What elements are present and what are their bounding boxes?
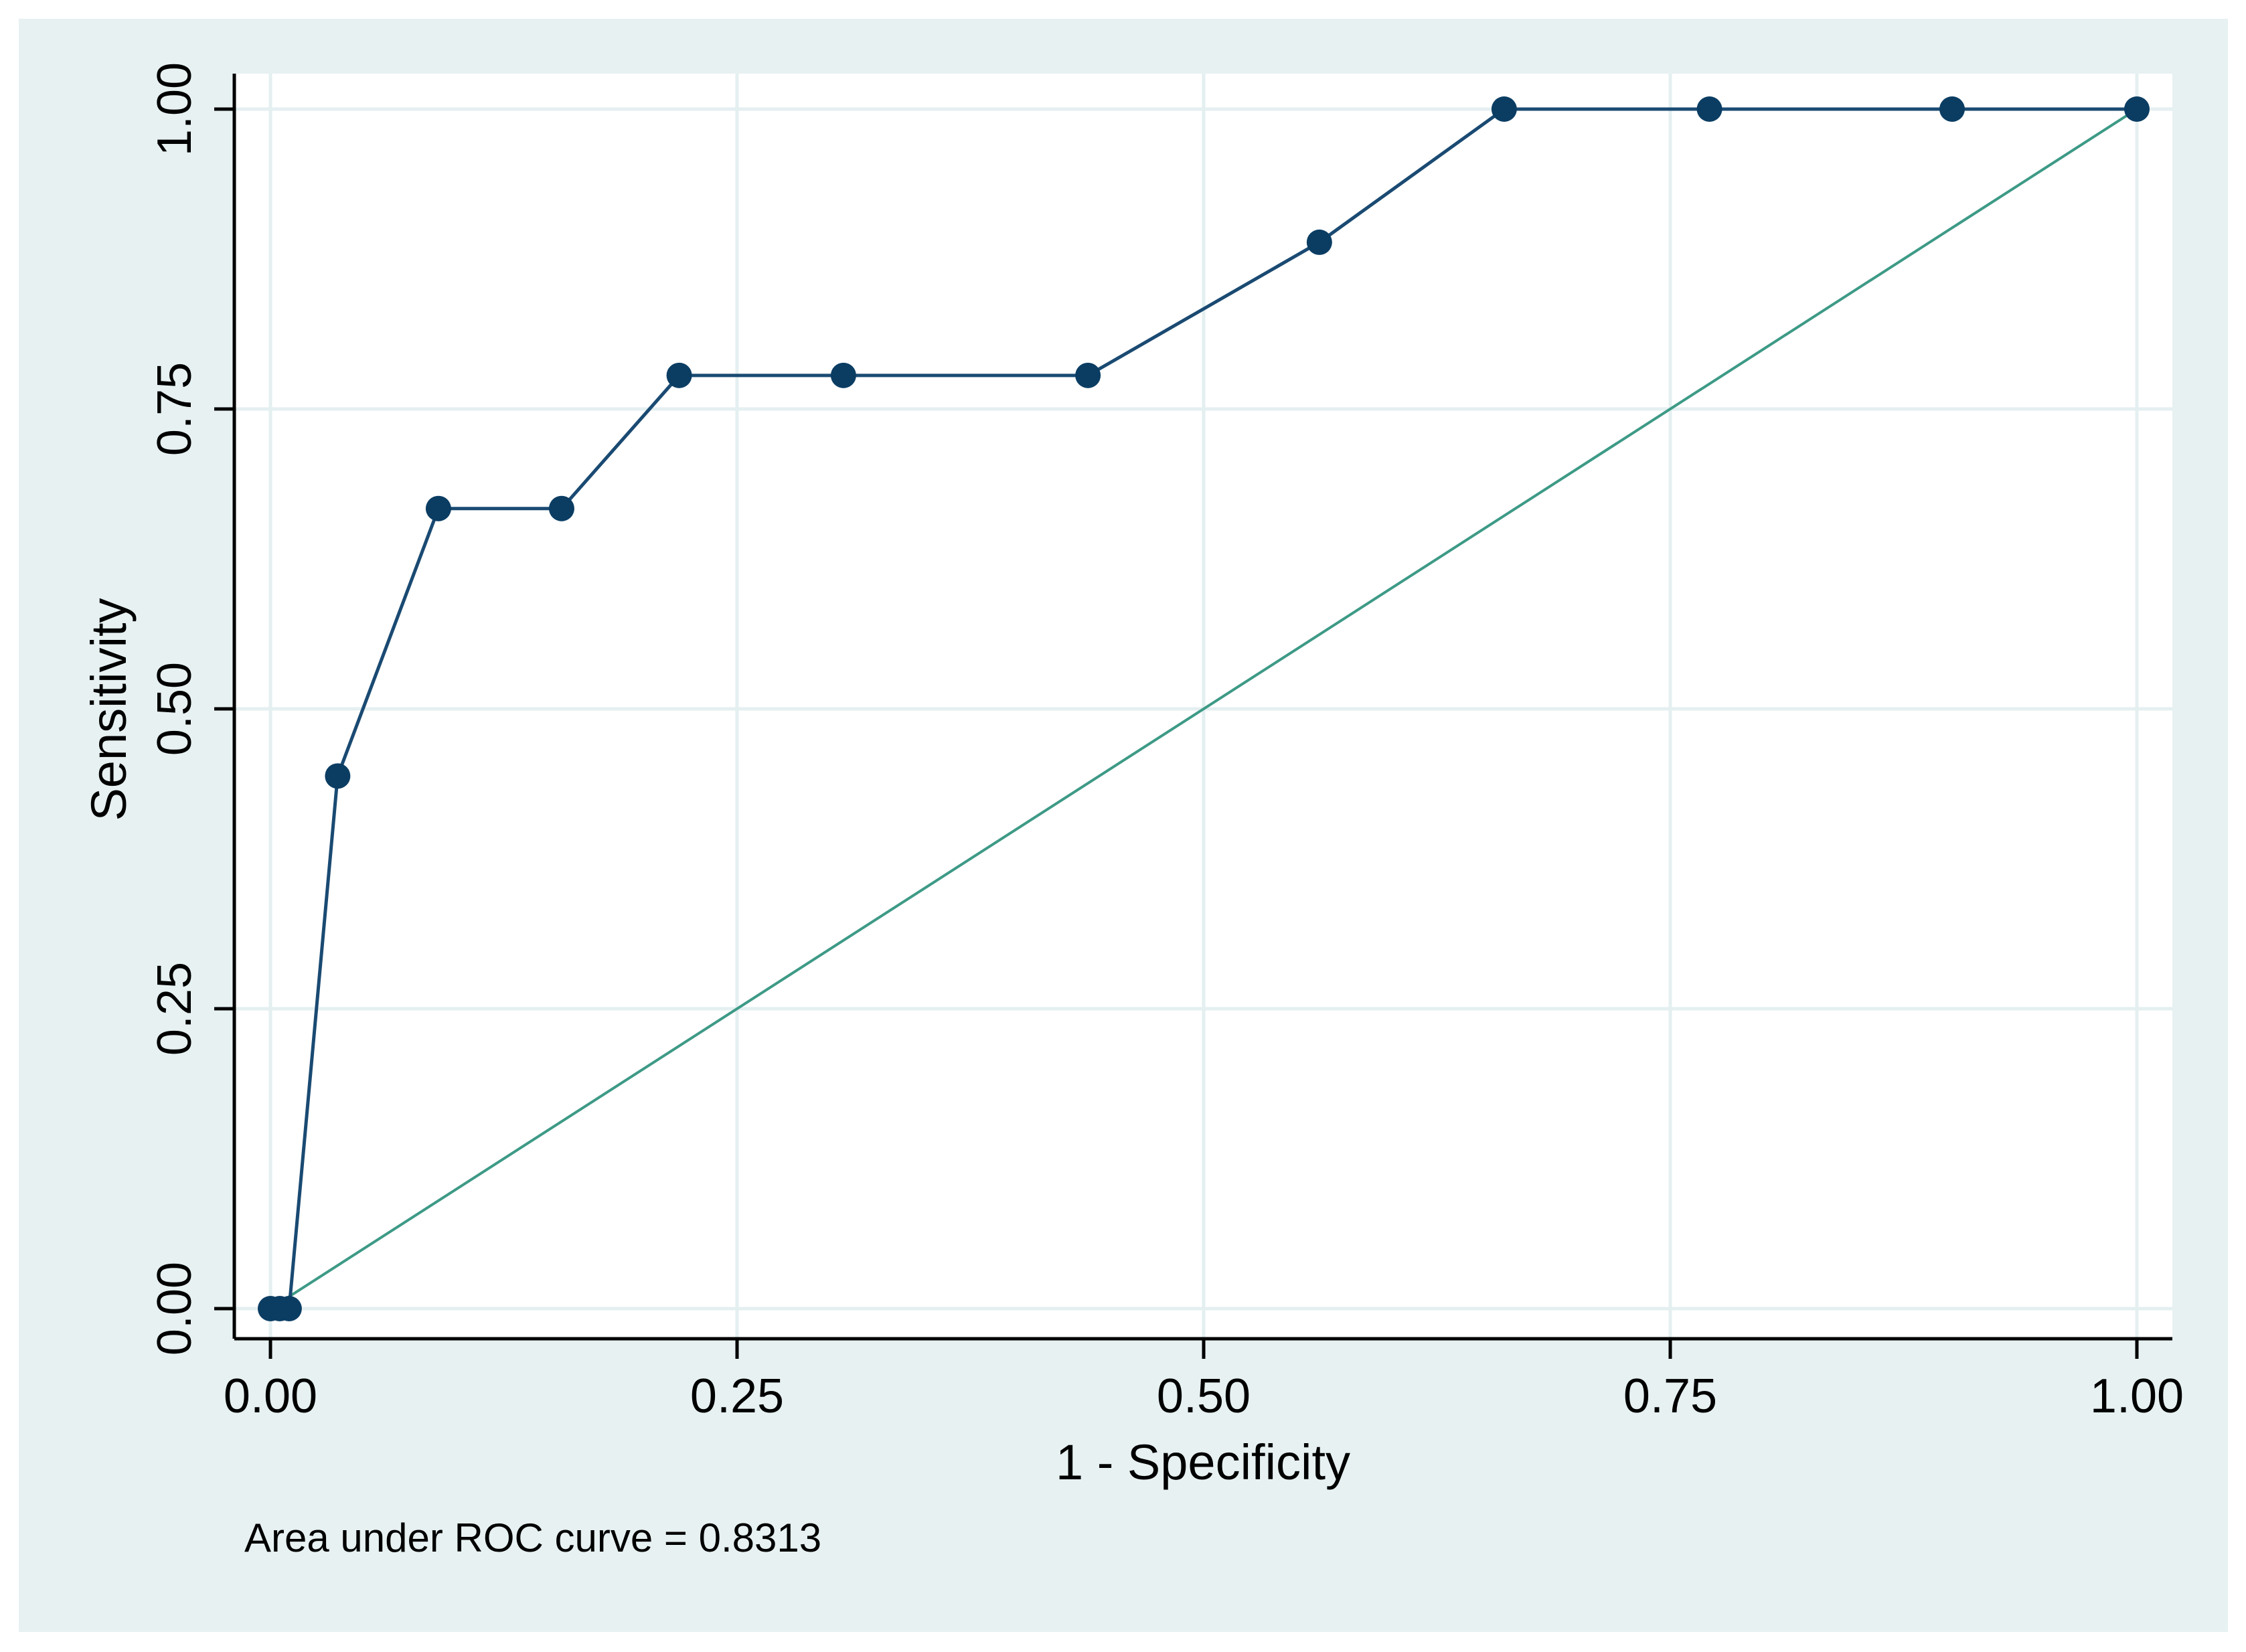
reference-line [269, 108, 2138, 1310]
series-layer [258, 96, 2150, 1321]
x-tick-label: 0.00 [224, 1370, 317, 1423]
roc-point [548, 495, 574, 521]
roc-point [1939, 96, 1965, 122]
roc-point [1075, 362, 1101, 388]
roc-point [666, 362, 692, 388]
roc-point [325, 763, 351, 789]
auc-annotation: Area under ROC curve = 0.8313 [244, 1515, 821, 1560]
roc-point [2124, 96, 2150, 122]
y-tick-label: 0.50 [148, 662, 202, 756]
y-axis-title: Sensitivity [81, 598, 137, 821]
y-tick-label: 0.25 [148, 962, 202, 1056]
x-tick-label: 0.25 [690, 1370, 784, 1423]
x-axis-title: 1 - Specificity [1056, 1434, 1350, 1490]
tick-marks: 0.00 0.25 0.50 0.75 1.00 0.00 0.25 0.50 0.75 1.00 [148, 62, 2184, 1423]
roc-point [1306, 229, 1332, 255]
roc-curve-line [270, 107, 2137, 1311]
x-tick-label: 0.75 [1623, 1370, 1717, 1423]
y-tick-label: 1.00 [148, 62, 202, 156]
roc-point [276, 1296, 302, 1321]
y-tick-label: 0.00 [148, 1262, 202, 1355]
roc-point [1491, 96, 1517, 122]
x-tick-label: 0.50 [1157, 1370, 1251, 1423]
x-tick-label: 1.00 [2090, 1370, 2184, 1423]
roc-point [425, 495, 451, 521]
y-tick-label: 0.75 [148, 362, 202, 456]
roc-point [1696, 96, 1722, 122]
roc-point [830, 362, 856, 388]
